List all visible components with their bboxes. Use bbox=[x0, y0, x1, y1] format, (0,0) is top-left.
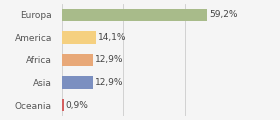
Bar bbox=[62, 31, 96, 44]
Text: 12,9%: 12,9% bbox=[95, 78, 124, 87]
Text: 59,2%: 59,2% bbox=[209, 10, 238, 19]
Text: 12,9%: 12,9% bbox=[95, 55, 124, 64]
Bar bbox=[62, 99, 64, 111]
Bar bbox=[62, 76, 94, 89]
Text: 0,9%: 0,9% bbox=[66, 101, 89, 110]
Bar bbox=[62, 54, 94, 66]
Text: 14,1%: 14,1% bbox=[98, 33, 127, 42]
Bar bbox=[62, 9, 207, 21]
